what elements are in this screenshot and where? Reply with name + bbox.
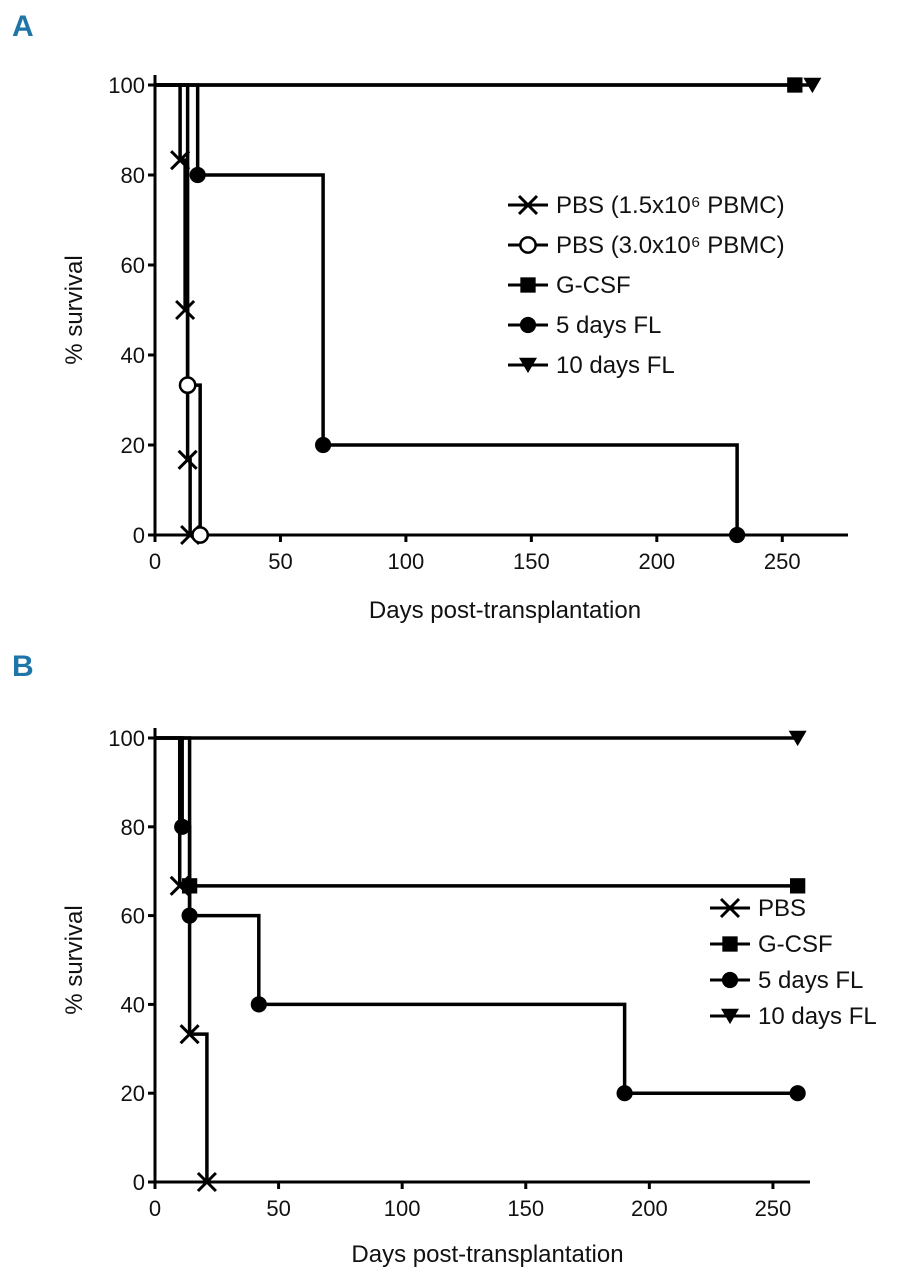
legend-label: G-CSF bbox=[556, 272, 631, 299]
data-point bbox=[616, 1085, 633, 1102]
data-point bbox=[729, 526, 746, 544]
legend-marker bbox=[520, 277, 536, 293]
y-tick-label: 100 bbox=[108, 73, 145, 98]
y-tick-label: 60 bbox=[121, 904, 145, 929]
data-point bbox=[250, 996, 267, 1013]
legend-label: 5 days FL bbox=[556, 312, 661, 339]
x-tick-label: 150 bbox=[513, 549, 550, 574]
data-point bbox=[181, 907, 198, 924]
y-axis-label: % survival bbox=[61, 905, 88, 1014]
y-tick-label: 0 bbox=[133, 1170, 145, 1195]
legend-marker bbox=[719, 897, 741, 919]
x-tick-label: 250 bbox=[755, 1196, 792, 1221]
x-axis-label: Days post-transplantation bbox=[369, 597, 641, 624]
panel-label-a: A bbox=[12, 10, 34, 43]
y-tick-label: 0 bbox=[133, 523, 145, 548]
legend-label: PBS (3.0x10⁶ PBMC) bbox=[556, 232, 785, 259]
data-point bbox=[191, 526, 210, 544]
x-tick-label: 150 bbox=[507, 1196, 544, 1221]
y-tick-label: 20 bbox=[121, 1081, 145, 1106]
data-point bbox=[189, 166, 206, 184]
legend-label: G-CSF bbox=[758, 931, 833, 958]
x-tick-label: 50 bbox=[266, 1196, 290, 1221]
panel-b: B 0 20 40 60 80 100 0 50 100 150 200 250 Days post-t… bbox=[0, 640, 910, 1280]
data-point bbox=[196, 1171, 217, 1193]
x-tick-label: 0 bbox=[149, 549, 161, 574]
x-tick-label: 250 bbox=[764, 549, 801, 574]
x-axis-label: Days post-transplantation bbox=[351, 1241, 623, 1268]
y-tick-label: 60 bbox=[121, 253, 145, 278]
x-tick-label: 200 bbox=[638, 549, 675, 574]
data-point bbox=[179, 1024, 200, 1045]
data-point bbox=[174, 818, 191, 835]
x-tick-label: 100 bbox=[384, 1196, 421, 1221]
legend-marker bbox=[517, 194, 539, 216]
series-line-2 bbox=[155, 736, 798, 888]
legend-label: PBS bbox=[758, 895, 806, 922]
x-tick-label: 200 bbox=[631, 1196, 668, 1221]
legend-marker bbox=[519, 357, 537, 374]
legend-label: 10 days FL bbox=[556, 352, 675, 379]
legend-marker bbox=[519, 316, 537, 334]
data-point bbox=[177, 449, 198, 470]
data-point bbox=[789, 878, 806, 894]
legend-label: PBS (1.5x10⁶ PBMC) bbox=[556, 192, 785, 219]
chart-a-svg: 0 20 40 60 80 100 0 50 100 150 200 250 Days post-tra… bbox=[61, 73, 848, 624]
legend-marker bbox=[721, 1008, 739, 1025]
y-tick-label: 40 bbox=[121, 343, 145, 368]
legend-label: 10 days FL bbox=[758, 1003, 877, 1030]
y-axis-label: % survival bbox=[61, 255, 88, 364]
x-tick-label: 100 bbox=[388, 549, 425, 574]
data-point bbox=[315, 436, 332, 454]
data-point bbox=[789, 1085, 806, 1102]
data-point bbox=[788, 730, 807, 747]
data-point bbox=[175, 299, 196, 321]
legend-marker bbox=[721, 971, 739, 989]
chart-b-svg: 0 20 40 60 80 100 0 50 100 150 200 250 Days post-tra… bbox=[61, 726, 877, 1268]
y-tick-label: 80 bbox=[121, 815, 145, 840]
data-point bbox=[178, 376, 197, 395]
data-point bbox=[803, 77, 822, 94]
x-tick-label: 0 bbox=[149, 1196, 161, 1221]
x-tick-label: 50 bbox=[268, 549, 292, 574]
series-line-4 bbox=[155, 83, 739, 535]
legend-marker bbox=[519, 236, 537, 254]
legend-marker bbox=[722, 936, 738, 952]
legend-label: 5 days FL bbox=[758, 967, 863, 994]
panel-label-b: B bbox=[12, 650, 34, 683]
series-line-3 bbox=[155, 736, 798, 1095]
y-tick-label: 40 bbox=[121, 992, 145, 1017]
panel-a: A 0 20 40 60 80 100 0 50 100 150 200 250 Days post-t… bbox=[12, 10, 848, 624]
y-tick-label: 100 bbox=[108, 726, 145, 751]
y-tick-label: 20 bbox=[121, 433, 145, 458]
y-tick-label: 80 bbox=[121, 163, 145, 188]
